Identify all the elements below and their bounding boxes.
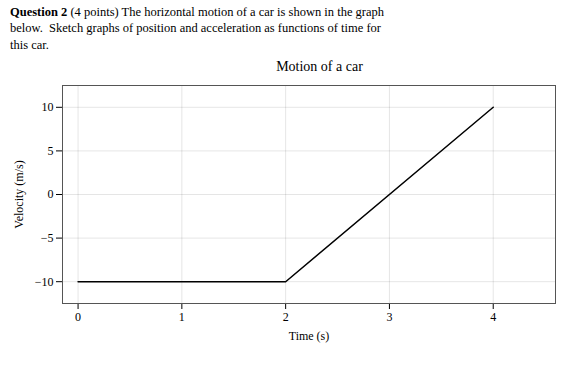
html-text:Question 2 (4 points) The hori: Question 2 (4 points) The horizontal mot… xyxy=(10,5,384,52)
svg-text:10: 10 xyxy=(42,100,54,114)
svg-text:2: 2 xyxy=(283,310,289,324)
svg-text:Time (s): Time (s) xyxy=(289,328,330,342)
svg-text:−10: −10 xyxy=(35,274,54,288)
svg-text:−5: −5 xyxy=(41,231,54,245)
svg-text:4: 4 xyxy=(490,310,496,324)
svg-text:0: 0 xyxy=(75,310,81,324)
html-text:Motion of a car: Motion of a car xyxy=(276,58,363,74)
svg-text:1: 1 xyxy=(179,310,185,324)
svg-text:5: 5 xyxy=(48,143,54,157)
svg-text:3: 3 xyxy=(386,310,392,324)
svg-text:0: 0 xyxy=(48,187,54,201)
svg-text:Velocity (m/s): Velocity (m/s) xyxy=(12,160,26,228)
